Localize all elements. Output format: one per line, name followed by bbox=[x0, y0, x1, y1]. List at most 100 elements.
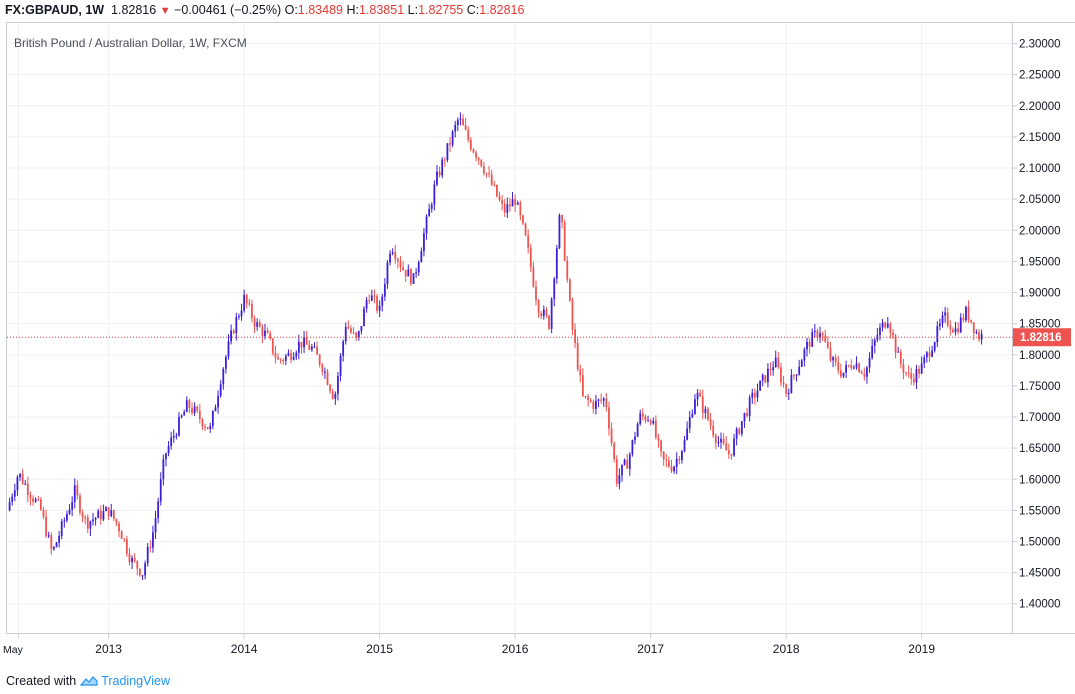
candle-body bbox=[618, 475, 621, 484]
candle-body bbox=[318, 354, 321, 365]
candle-body bbox=[136, 561, 139, 569]
candle-body bbox=[555, 248, 558, 279]
candle-body bbox=[868, 357, 871, 368]
candle-body bbox=[813, 330, 816, 332]
candle-body bbox=[50, 535, 53, 550]
tradingview-brand: TradingView bbox=[101, 674, 170, 688]
candle-body bbox=[498, 196, 501, 201]
candle-body bbox=[84, 517, 87, 519]
open-value: 1.83489 bbox=[297, 3, 343, 17]
candle-body bbox=[712, 425, 715, 436]
candle-body bbox=[571, 300, 574, 330]
candle-body bbox=[417, 262, 420, 273]
candle-body bbox=[641, 413, 644, 417]
candle-body bbox=[201, 419, 204, 427]
candle-body bbox=[892, 332, 894, 336]
candle-body bbox=[334, 393, 337, 399]
candle-body bbox=[410, 269, 412, 284]
candle-body bbox=[636, 423, 639, 437]
candle-body bbox=[175, 435, 178, 437]
candle-body bbox=[626, 459, 629, 469]
candle-body bbox=[795, 374, 798, 376]
candle-body bbox=[407, 269, 410, 277]
candle-body bbox=[701, 396, 704, 413]
x-tick-label: 2016 bbox=[502, 642, 529, 656]
candle-body bbox=[235, 317, 238, 334]
candle-body bbox=[66, 513, 68, 521]
candle-body bbox=[485, 173, 488, 175]
candle-body bbox=[761, 375, 764, 381]
candle-body bbox=[667, 460, 670, 467]
candle-body bbox=[933, 342, 936, 351]
candle-body bbox=[634, 436, 636, 441]
candle-body bbox=[68, 509, 71, 514]
y-tick-label: 2.25000 bbox=[1019, 70, 1061, 82]
candle-body bbox=[269, 333, 272, 339]
symbol-label[interactable]: FX:GBPAUD, 1W bbox=[5, 3, 105, 17]
candle-body bbox=[105, 507, 107, 512]
candle-body bbox=[787, 393, 790, 395]
candle-body bbox=[230, 330, 233, 342]
candle-body bbox=[824, 335, 827, 343]
candle-body bbox=[274, 353, 277, 358]
candle-body bbox=[412, 273, 415, 284]
candle-body bbox=[185, 400, 188, 412]
candle-body bbox=[688, 417, 691, 429]
candle-body bbox=[907, 372, 910, 374]
candle-body bbox=[847, 365, 850, 367]
candle-body bbox=[881, 322, 884, 328]
candle-body bbox=[482, 166, 485, 174]
candle-body bbox=[73, 485, 76, 503]
candle-body bbox=[399, 261, 402, 268]
candle-body bbox=[738, 428, 741, 434]
candle-body bbox=[47, 535, 50, 537]
candle-body bbox=[55, 542, 58, 548]
candle-body bbox=[834, 357, 837, 363]
candle-body bbox=[576, 343, 579, 370]
candle-body bbox=[118, 523, 120, 532]
candle-body bbox=[740, 421, 743, 434]
candle-body bbox=[733, 438, 735, 456]
plot-area[interactable] bbox=[6, 22, 1013, 634]
candle-body bbox=[529, 247, 532, 268]
candle-body bbox=[501, 200, 504, 204]
candle-body bbox=[125, 539, 128, 554]
low-label: L: bbox=[407, 3, 419, 17]
candle-body bbox=[204, 426, 206, 428]
tradingview-link[interactable]: TradingView bbox=[80, 674, 170, 688]
candle-body bbox=[894, 335, 897, 353]
candle-body bbox=[42, 509, 45, 517]
candle-body bbox=[39, 499, 42, 510]
candle-body bbox=[610, 428, 613, 444]
candle-body bbox=[566, 260, 569, 280]
last-price-tag-label: 1.82816 bbox=[1020, 332, 1062, 344]
candle-body bbox=[26, 483, 29, 495]
candle-body bbox=[316, 346, 318, 355]
candle-body bbox=[373, 295, 376, 297]
candle-body bbox=[959, 317, 962, 333]
price-axis[interactable] bbox=[1013, 22, 1075, 634]
candle-body bbox=[326, 371, 329, 385]
candle-body bbox=[60, 521, 63, 536]
candle-body bbox=[8, 501, 11, 511]
candle-body bbox=[613, 443, 616, 459]
candle-body bbox=[245, 294, 248, 304]
candle-body bbox=[918, 368, 920, 374]
candle-body bbox=[725, 443, 728, 451]
candle-body bbox=[11, 496, 14, 502]
candle-body bbox=[53, 547, 55, 550]
candle-body bbox=[605, 398, 608, 408]
candle-body bbox=[751, 392, 754, 398]
candle-body bbox=[631, 440, 634, 455]
candle-body bbox=[897, 351, 900, 353]
candle-body bbox=[537, 300, 540, 314]
candle-body bbox=[597, 399, 600, 401]
candle-body bbox=[355, 332, 358, 338]
candle-body bbox=[428, 208, 431, 217]
candle-body bbox=[873, 339, 876, 346]
candle-body bbox=[37, 499, 40, 501]
candle-body bbox=[923, 357, 926, 364]
candle-body bbox=[368, 300, 371, 302]
candle-body bbox=[370, 295, 373, 301]
